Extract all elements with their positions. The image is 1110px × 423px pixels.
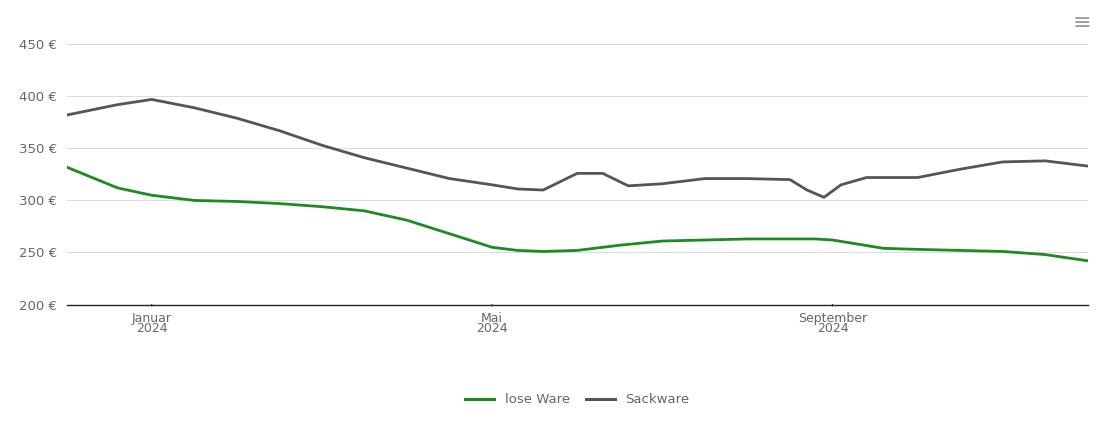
Text: ≡: ≡ [1072,13,1091,33]
Text: 2024: 2024 [817,322,848,335]
Text: 2024: 2024 [135,322,168,335]
Legend: lose Ware, Sackware: lose Ware, Sackware [460,388,695,412]
Text: Januar: Januar [132,312,172,325]
Text: Mai: Mai [481,312,503,325]
Text: September: September [798,312,867,325]
Text: 2024: 2024 [476,322,508,335]
